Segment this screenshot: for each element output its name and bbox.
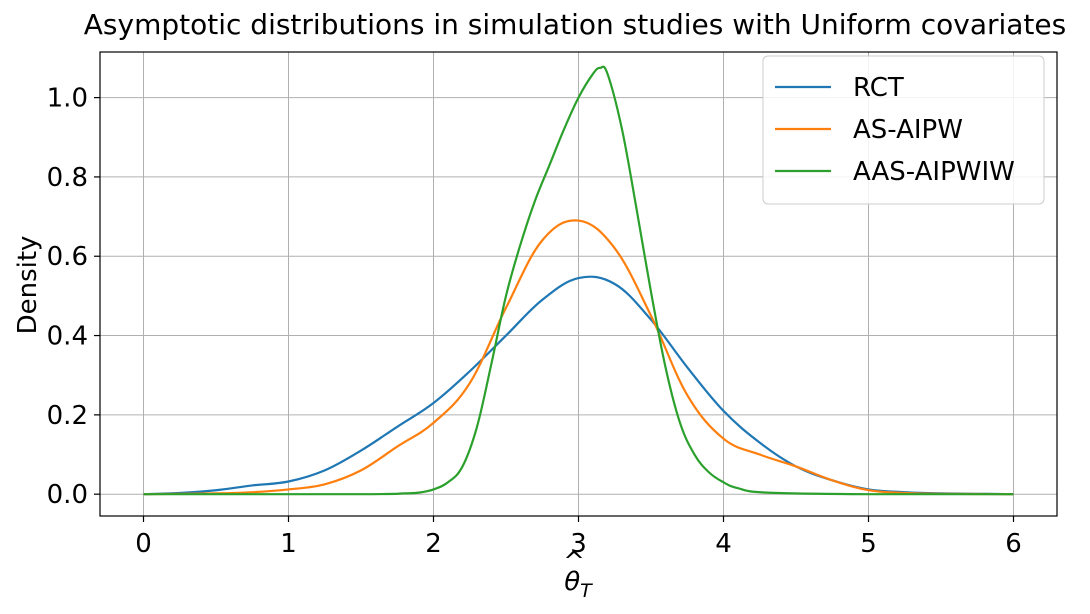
x-tick-label: 3 [570, 529, 587, 559]
y-tick-label: 0.8 [47, 163, 88, 193]
y-axis-label: Density [13, 236, 43, 335]
x-tick-label: 5 [860, 529, 877, 559]
legend-label-aas-aipwiw: AAS-AIPWIW [853, 157, 1015, 187]
x-axis-label: θT ^ [563, 547, 593, 602]
x-tick-label: 4 [715, 529, 732, 559]
series-line-aas-aipwiw [143, 65, 1014, 496]
series-line-as-aipw [143, 219, 1014, 496]
svg-text:θT: θT [564, 567, 593, 602]
legend-label-as-aipw: AS-AIPW [853, 115, 963, 145]
y-tick-label: 1.0 [47, 84, 88, 114]
x-tick-label: 1 [280, 529, 297, 559]
x-tick-label: 0 [135, 529, 152, 559]
y-tick-label: 0.6 [47, 242, 88, 272]
svg-text:Density: Density [13, 236, 43, 335]
chart-title: Asymptotic distributions in simulation s… [84, 8, 1066, 41]
y-tick-label: 0.4 [47, 322, 88, 352]
y-tick-label: 0.0 [47, 480, 88, 510]
x-tick-label: 2 [425, 529, 442, 559]
series-lines [143, 65, 1014, 496]
legend: RCT AS-AIPW AAS-AIPWIW [762, 55, 1045, 205]
y-tick-label: 0.2 [47, 401, 88, 431]
legend-label-rct: RCT [853, 73, 904, 103]
tick-labels: 0 1 2 3 4 5 6 0.0 0.2 0.4 0.6 0.8 1.0 [47, 84, 1022, 559]
x-tick-label: 6 [1005, 529, 1022, 559]
axis-ticks [94, 97, 1015, 522]
svg-text:^: ^ [563, 547, 585, 577]
legend-box [762, 55, 1045, 205]
